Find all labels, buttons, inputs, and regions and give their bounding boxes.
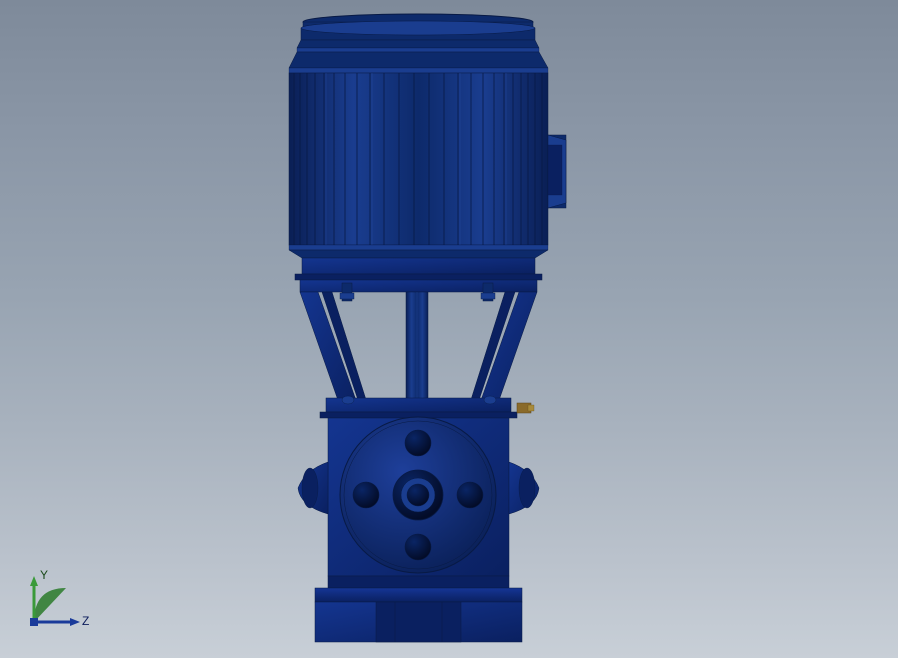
z-axis-label: Z xyxy=(82,614,89,628)
z-axis-arrow xyxy=(70,618,80,626)
triad-arc xyxy=(34,588,66,622)
triad-origin xyxy=(30,618,38,626)
coordinate-triad[interactable]: Y Z xyxy=(22,570,92,640)
y-axis-arrow xyxy=(30,576,38,586)
y-axis-label: Y xyxy=(40,568,48,582)
cad-viewport[interactable]: Y Z xyxy=(0,0,898,658)
model-render xyxy=(0,0,898,658)
